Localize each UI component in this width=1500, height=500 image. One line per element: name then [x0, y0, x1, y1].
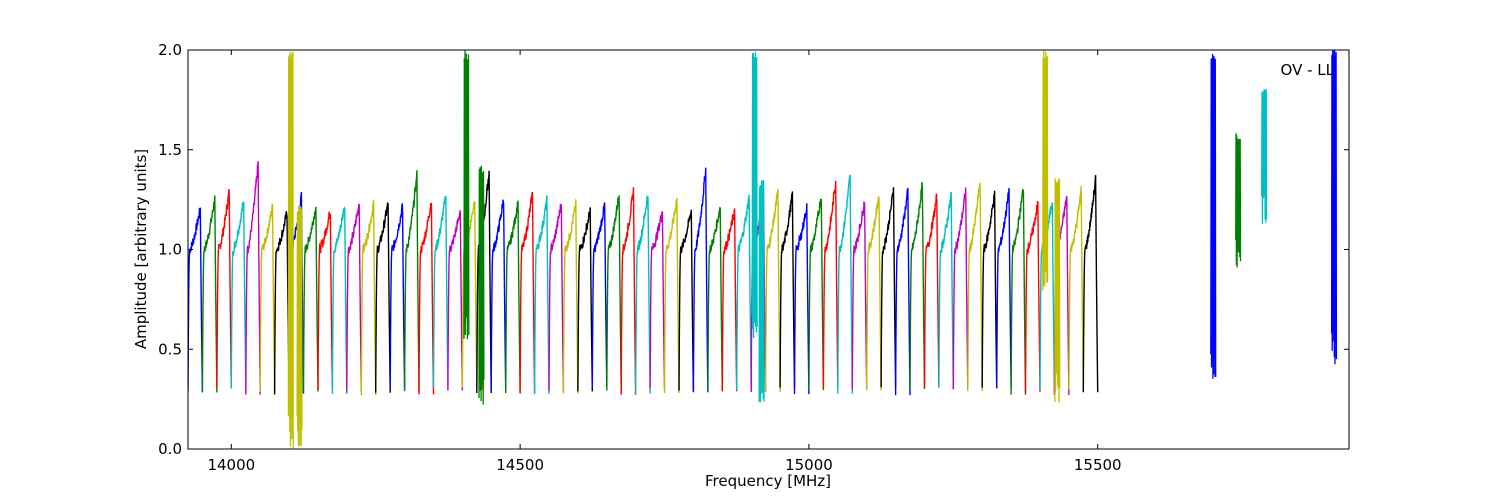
subband-curve [331, 206, 348, 395]
spike-mark [1235, 133, 1242, 268]
subband-curve [533, 195, 550, 395]
subband-curve [606, 195, 622, 391]
subband-curve [894, 187, 911, 396]
subband-curve [837, 174, 853, 394]
subband-curve [230, 201, 247, 389]
subband-curve [591, 202, 608, 388]
subband-curve [779, 191, 796, 388]
subband-curve [678, 209, 695, 391]
spike-mark [1330, 50, 1338, 365]
subband-curve [880, 187, 897, 388]
subband-curve [996, 188, 1012, 389]
subband-curve [822, 180, 839, 389]
y-tick-label: 0.0 [158, 440, 182, 458]
subband-curve [981, 190, 998, 388]
subband-curve [938, 191, 954, 388]
subband-curve [432, 195, 449, 388]
y-tick-label: 1.0 [158, 241, 182, 259]
subband-curve [346, 203, 362, 392]
subband-curve [418, 202, 435, 395]
spike-mark [287, 51, 294, 449]
spike-mark [478, 165, 485, 405]
subband-curve [216, 188, 232, 389]
subband-curve [577, 207, 593, 392]
spike-mark [758, 179, 765, 403]
subband-curve [389, 203, 406, 389]
subband-curve [1068, 185, 1084, 390]
y-axis-label: Amplitude [arbitrary units] [132, 149, 150, 349]
spike-mark [463, 50, 470, 340]
subband-curve [649, 211, 666, 389]
spike-layer [287, 50, 1338, 449]
subband-curve [317, 211, 334, 390]
subband-curve [952, 187, 969, 390]
subband-curve [663, 197, 680, 394]
subband-curve [736, 194, 752, 391]
subband-curve [259, 203, 276, 393]
subband-curve [909, 182, 926, 389]
spike-mark [1210, 53, 1217, 379]
x-tick-label: 14500 [496, 456, 544, 474]
subband-curve [1082, 175, 1099, 393]
subband-curve [562, 199, 579, 394]
subband-curve [967, 182, 983, 392]
subband-curve [548, 203, 565, 392]
subband-curve [721, 207, 738, 392]
y-axis-ticks: 0.0 0.5 1.0 1.5 2.0 [158, 41, 1349, 458]
subband-curve [375, 202, 391, 393]
x-tick-label: 15000 [785, 456, 833, 474]
subband-curve [707, 206, 723, 391]
spike-mark [296, 205, 303, 447]
spike-mark [1042, 50, 1049, 291]
y-tick-label: 2.0 [158, 41, 182, 59]
subband-curve [519, 192, 536, 394]
subband-curve [764, 189, 781, 393]
subband-curve [808, 198, 825, 391]
subband-curve [505, 200, 521, 394]
subband-curve [1024, 201, 1041, 393]
series-layer [188, 161, 1099, 396]
subband-curve [188, 207, 204, 392]
x-tick-label: 14000 [207, 456, 255, 474]
subband-curve [273, 210, 290, 395]
subband-curve [851, 201, 868, 390]
subband-curve [447, 210, 464, 391]
plot-annotation: OV - LL [1281, 61, 1335, 79]
y-tick-label: 1.5 [158, 141, 182, 159]
subband-curve [866, 195, 882, 391]
y-tick-label: 0.5 [158, 340, 182, 358]
subband-curve [923, 193, 940, 388]
x-axis-ticks: 14000 14500 15000 15500 [207, 50, 1122, 474]
x-axis-label: Frequency [MHz] [705, 472, 831, 490]
spike-mark [1054, 178, 1061, 403]
subband-curve [1010, 189, 1027, 395]
subband-curve [360, 199, 377, 396]
subband-curve [201, 195, 218, 393]
subband-curve [634, 194, 651, 394]
x-tick-label: 15500 [1074, 456, 1122, 474]
subband-curve [490, 199, 507, 390]
subband-curve [692, 167, 709, 393]
plot-area [188, 50, 1349, 449]
subband-curve [302, 206, 319, 392]
spike-mark [1261, 89, 1268, 224]
spike-mark [751, 51, 758, 339]
subband-curve [620, 187, 637, 395]
subband-curve [403, 170, 420, 392]
subband-curve [245, 161, 261, 395]
subband-curve [793, 203, 810, 395]
